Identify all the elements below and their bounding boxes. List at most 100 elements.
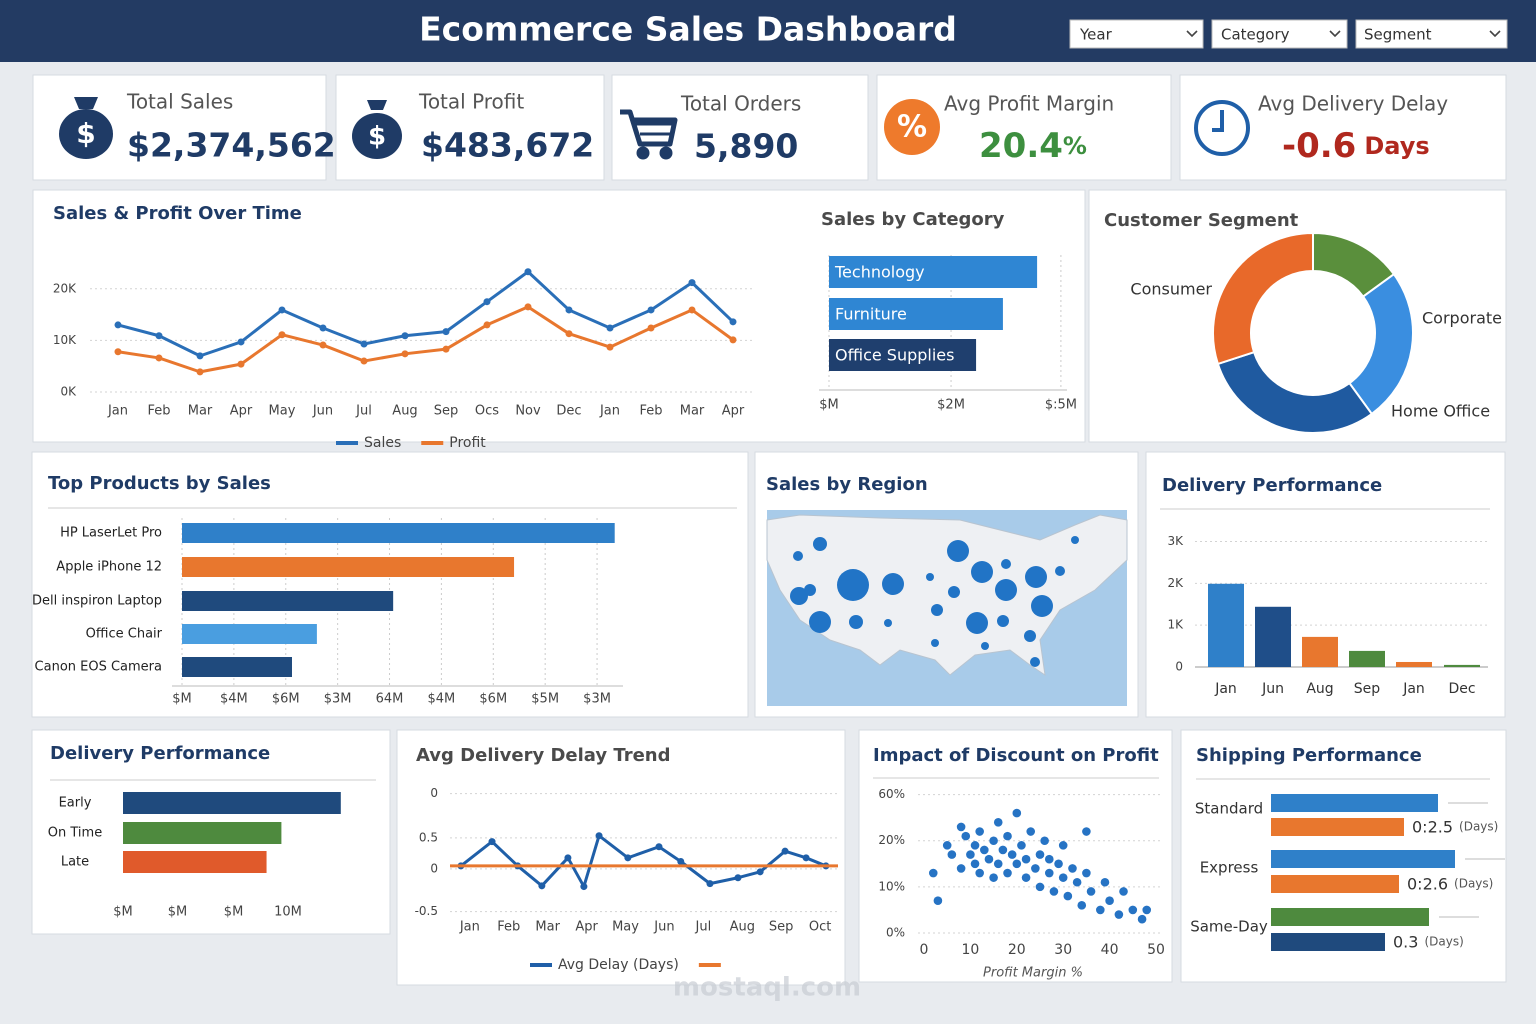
data-point bbox=[928, 868, 938, 878]
x-tick-label: Mar bbox=[535, 920, 560, 935]
bar bbox=[182, 624, 317, 644]
data-point bbox=[980, 845, 989, 855]
data-point bbox=[114, 321, 122, 329]
x-tick-label: Jan bbox=[1402, 681, 1425, 697]
data-point bbox=[993, 859, 1003, 869]
x-tick-label: Oct bbox=[809, 920, 831, 935]
data-point bbox=[1021, 854, 1031, 864]
x-tick-label: $3M bbox=[583, 692, 611, 707]
data-point bbox=[970, 859, 980, 869]
data-point bbox=[1035, 850, 1045, 859]
bar bbox=[123, 792, 341, 814]
x-tick-label: Jun bbox=[653, 920, 674, 935]
chevron[interactable] bbox=[1489, 30, 1501, 38]
x-tick-label: 10M bbox=[274, 905, 302, 920]
y-tick-label: 3K bbox=[1167, 534, 1184, 548]
filter-segment[interactable]: Segment bbox=[1355, 19, 1508, 49]
data-point bbox=[442, 328, 450, 336]
data-point bbox=[956, 822, 966, 832]
bubble bbox=[997, 615, 1009, 627]
panel-title: Sales & Profit Over Time bbox=[53, 203, 302, 224]
category-label: Dell inspiron Laptop bbox=[32, 594, 162, 609]
category-label: Standard bbox=[1195, 800, 1263, 818]
data-point bbox=[319, 324, 327, 332]
kpi-unit: % bbox=[1063, 132, 1087, 160]
y-tick-label: 1K bbox=[1167, 618, 1184, 632]
data-point bbox=[975, 827, 984, 836]
data-point bbox=[1049, 887, 1059, 896]
series-line bbox=[459, 834, 827, 889]
bubble bbox=[1071, 536, 1079, 544]
cart-icon bbox=[620, 109, 678, 160]
chevron[interactable] bbox=[1329, 30, 1341, 38]
data-point bbox=[961, 831, 971, 841]
data-point bbox=[1082, 827, 1091, 836]
bar bbox=[1349, 650, 1385, 667]
icon-glyph: $ bbox=[76, 117, 95, 150]
bubble bbox=[1055, 566, 1065, 576]
data-point bbox=[1137, 914, 1147, 924]
x-tick-label: $M bbox=[819, 398, 839, 413]
x-tick-label: Aug bbox=[392, 404, 417, 419]
chevron[interactable] bbox=[1186, 30, 1198, 38]
x-tick-label: Dec bbox=[1448, 681, 1475, 697]
dropdown[interactable] bbox=[1211, 19, 1348, 49]
data-point bbox=[595, 832, 603, 840]
annotation: 0:2.6 bbox=[1407, 875, 1448, 894]
data-point bbox=[729, 336, 737, 344]
dropdown[interactable] bbox=[1355, 19, 1508, 49]
data-point bbox=[155, 332, 163, 340]
data-point bbox=[1082, 868, 1091, 878]
data-point bbox=[989, 836, 998, 846]
bar bbox=[1302, 636, 1338, 667]
x-tick-label: 64M bbox=[376, 692, 404, 707]
data-point bbox=[956, 864, 966, 873]
bar bbox=[1271, 933, 1385, 951]
bubble bbox=[882, 573, 904, 595]
bubble bbox=[931, 604, 943, 616]
bar bbox=[1444, 664, 1480, 667]
data-point bbox=[524, 303, 532, 311]
data-point bbox=[1007, 850, 1017, 859]
x-tick-label: Aug bbox=[1306, 681, 1333, 697]
filter-category[interactable]: Category bbox=[1211, 19, 1348, 49]
x-tick-label: 50 bbox=[1147, 942, 1165, 958]
bar bbox=[829, 339, 977, 371]
kpi-value: $483,672 bbox=[421, 126, 594, 165]
dropdown-label[interactable]: Year bbox=[1079, 26, 1113, 44]
dropdown[interactable] bbox=[1069, 19, 1204, 49]
data-point bbox=[1096, 905, 1105, 915]
x-tick-label: Nov bbox=[515, 404, 541, 419]
data-point bbox=[565, 306, 573, 314]
category-label: Early bbox=[59, 796, 92, 811]
y-tick-label: 20K bbox=[53, 281, 77, 295]
x-tick-label: May bbox=[269, 404, 296, 419]
bubble bbox=[926, 573, 934, 581]
data-point bbox=[606, 324, 614, 332]
bar bbox=[829, 298, 1003, 330]
data-point bbox=[1058, 841, 1068, 850]
data-point bbox=[319, 341, 327, 349]
legend-label: Sales bbox=[364, 435, 401, 451]
filter-year[interactable]: Year bbox=[1069, 19, 1204, 49]
bag-body bbox=[352, 113, 402, 159]
data-point bbox=[1026, 827, 1036, 836]
data-point bbox=[947, 850, 957, 859]
bubble bbox=[809, 611, 831, 633]
dropdown-label[interactable]: Segment bbox=[1364, 26, 1432, 44]
data-point bbox=[196, 368, 204, 376]
bar bbox=[1271, 794, 1438, 812]
data-point bbox=[706, 880, 714, 888]
data-point bbox=[1017, 841, 1026, 850]
data-point bbox=[1012, 808, 1022, 818]
data-point bbox=[1044, 868, 1054, 878]
x-tick-label: $4M bbox=[428, 692, 456, 707]
bar bbox=[1271, 875, 1399, 893]
x-tick-label: $6M bbox=[479, 692, 507, 707]
cart-body bbox=[620, 109, 678, 147]
clock-hands bbox=[1212, 110, 1224, 132]
dropdown-label[interactable]: Category bbox=[1221, 26, 1290, 44]
kpi-label: Total Orders bbox=[680, 92, 801, 116]
data-point bbox=[237, 360, 245, 368]
